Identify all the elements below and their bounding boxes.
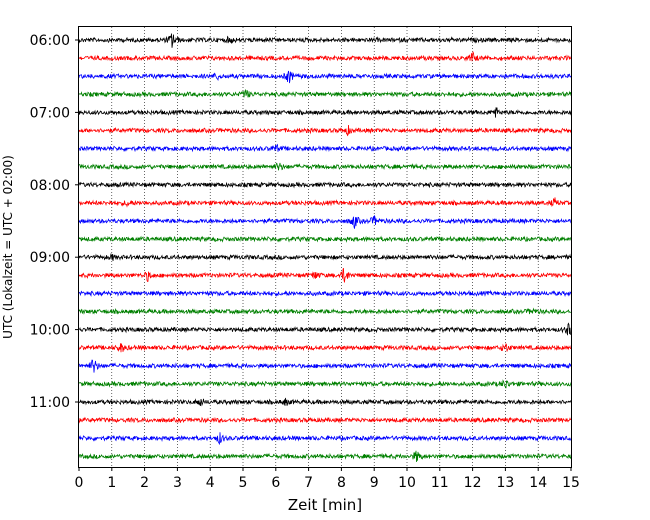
minute-gridlines	[111, 27, 539, 467]
x-tick-label: 2	[140, 475, 149, 491]
x-tick-label: 15	[562, 475, 580, 491]
trace-0845	[78, 235, 572, 243]
trace-0615	[78, 50, 572, 62]
x-tick-label: 10	[398, 475, 416, 491]
y-tick-label: 09:00	[30, 250, 70, 266]
y-tick-label: 08:00	[30, 178, 70, 194]
trace-0700	[78, 107, 572, 118]
trace-1030	[78, 359, 572, 373]
trace-0945	[78, 307, 572, 316]
y-axis-ticks: 06:00 07:00 08:00 09:00 10:00 11:00	[30, 33, 79, 411]
trace-1100	[78, 397, 572, 407]
trace-1000	[78, 322, 572, 336]
trace-1130	[78, 432, 572, 446]
x-tick-label: 1	[107, 475, 116, 491]
y-tick-label: 10:00	[30, 323, 70, 339]
trace-0915	[78, 267, 572, 283]
x-tick-label: 13	[496, 475, 514, 491]
trace-0745	[78, 162, 572, 171]
trace-0645	[78, 88, 572, 99]
trace-0815	[78, 197, 572, 208]
x-tick-label: 7	[304, 475, 313, 491]
trace-1145	[78, 450, 572, 462]
x-tick-label: 9	[370, 475, 379, 491]
x-tick-label: 6	[271, 475, 280, 491]
trace-1045	[78, 379, 572, 389]
plot-frame	[78, 26, 572, 468]
trace-0630	[78, 70, 572, 84]
trace-0715	[78, 124, 572, 137]
x-tick-label: 14	[529, 475, 547, 491]
y-tick-label: 06:00	[30, 33, 70, 49]
x-tick-label: 3	[173, 475, 182, 491]
trace-0900	[78, 253, 572, 261]
x-axis-label: Zeit [min]	[288, 496, 362, 514]
trace-1115	[78, 416, 572, 424]
trace-0600	[78, 33, 572, 48]
seismic-traces	[78, 33, 572, 462]
x-tick-label: 12	[464, 475, 482, 491]
x-tick-label: 4	[206, 475, 215, 491]
trace-0830	[78, 215, 572, 229]
trace-1015	[78, 342, 572, 353]
x-tick-label: 0	[75, 475, 84, 491]
y-tick-label: 07:00	[30, 105, 70, 121]
x-axis-ticks: 0 1 2 3 4 5 6 7 8 9 10 11 12 13 14 15	[75, 467, 580, 491]
trace-0800	[78, 181, 572, 189]
y-tick-label: 11:00	[30, 395, 70, 411]
trace-0930	[78, 289, 572, 298]
trace-0730	[78, 143, 572, 153]
y-axis-label: UTC (Lokalzeit = UTC + 02:00)	[1, 155, 15, 339]
x-tick-label: 5	[239, 475, 248, 491]
x-tick-label: 8	[337, 475, 346, 491]
x-tick-label: 11	[431, 475, 449, 491]
